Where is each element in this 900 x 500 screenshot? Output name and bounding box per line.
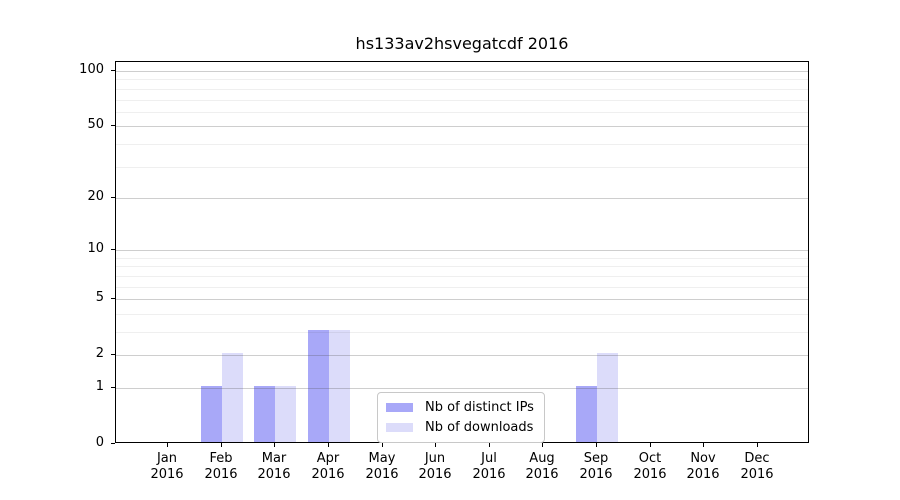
x-tick-mark-nov [703,443,704,447]
gridline-minor-4 [116,314,808,315]
x-tick-mark-mar [274,443,275,447]
gridline-major-1 [116,388,808,389]
y-tick-label-10: 10 [87,241,104,256]
gridline-minor-8 [116,266,808,267]
gridline-minor-60 [116,112,808,113]
y-tick-label-5: 5 [95,290,104,305]
x-tick-label-dec: Dec 2016 [740,451,774,482]
bar-apr-distinct-ips [308,330,329,442]
legend-item: Nb of downloads [386,420,534,435]
bar-feb-downloads [222,353,243,442]
x-tick-label-mar: Mar 2016 [257,451,291,482]
gridline-minor-30 [116,167,808,168]
x-tick-label-sep: Sep 2016 [579,451,613,482]
x-tick-label-apr: Apr 2016 [311,451,345,482]
bar-sep-distinct-ips [576,386,597,442]
y-tick-mark-20 [111,197,115,198]
x-tick-label-jun: Jun 2016 [418,451,452,482]
x-tick-mark-jan [167,443,168,447]
y-tick-mark-10 [111,249,115,250]
y-tick-label-1: 1 [95,379,104,394]
gridline-minor-90 [116,79,808,80]
y-tick-label-100: 100 [79,62,104,77]
bar-mar-distinct-ips [254,386,275,442]
legend-swatch-icon [386,423,413,432]
y-tick-mark-5 [111,298,115,299]
y-tick-label-20: 20 [87,189,104,204]
gridline-minor-9 [116,258,808,259]
x-tick-mark-may [382,443,383,447]
y-tick-label-2: 2 [95,346,104,361]
y-tick-mark-0 [111,443,115,444]
x-tick-mark-feb [221,443,222,447]
x-tick-label-jan: Jan 2016 [150,451,184,482]
y-tick-mark-2 [111,354,115,355]
x-tick-mark-oct [650,443,651,447]
legend-swatch-icon [386,403,413,412]
legend-label: Nb of distinct IPs [425,400,534,415]
y-tick-mark-1 [111,387,115,388]
legend-item: Nb of distinct IPs [386,400,534,415]
x-tick-mark-apr [328,443,329,447]
x-tick-label-feb: Feb 2016 [204,451,238,482]
bar-mar-downloads [275,386,296,442]
gridline-minor-7 [116,276,808,277]
plot-area [115,61,809,443]
bar-feb-distinct-ips [201,386,222,442]
gridline-minor-80 [116,89,808,90]
y-tick-label-0: 0 [95,435,104,450]
x-tick-mark-jul [489,443,490,447]
gridline-minor-70 [116,100,808,101]
x-tick-label-jul: Jul 2016 [472,451,506,482]
x-tick-mark-jun [435,443,436,447]
y-tick-mark-100 [111,70,115,71]
gridline-major-100 [116,71,808,72]
bar-sep-downloads [597,353,618,442]
legend-label: Nb of downloads [425,420,534,435]
chart-title: hs133av2hsvegatcdf 2016 [355,34,569,53]
gridline-minor-40 [116,144,808,145]
x-tick-mark-dec [757,443,758,447]
x-tick-label-may: May 2016 [365,451,399,482]
gridline-major-2 [116,355,808,356]
x-tick-mark-sep [596,443,597,447]
gridline-major-5 [116,299,808,300]
gridline-minor-6 [116,287,808,288]
gridline-major-20 [116,198,808,199]
gridline-major-50 [116,126,808,127]
gridline-major-10 [116,250,808,251]
x-tick-label-oct: Oct 2016 [633,451,667,482]
bar-apr-downloads [329,330,350,442]
x-tick-label-nov: Nov 2016 [686,451,720,482]
x-tick-label-aug: Aug 2016 [525,451,559,482]
x-tick-mark-aug [542,443,543,447]
y-tick-mark-50 [111,125,115,126]
y-tick-label-50: 50 [87,117,104,132]
gridline-minor-3 [116,332,808,333]
legend: Nb of distinct IPs Nb of downloads [377,392,545,443]
